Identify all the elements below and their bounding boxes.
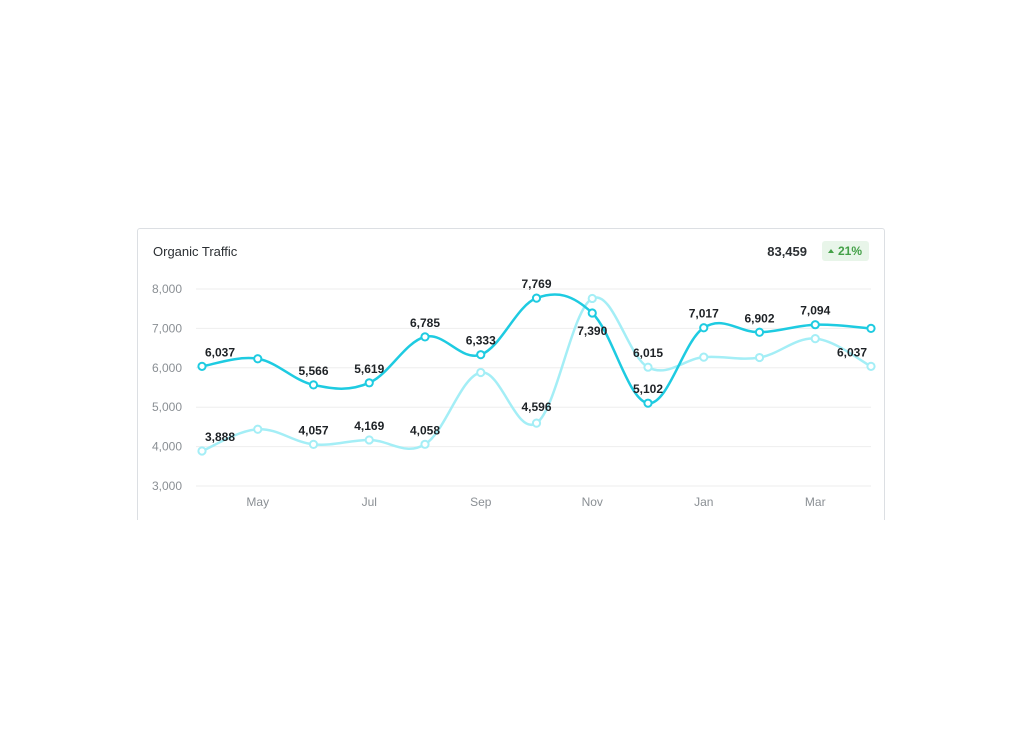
data-label: 7,769 — [521, 277, 551, 291]
y-tick-label: 8,000 — [152, 282, 182, 296]
x-tick-label: Mar — [805, 495, 826, 509]
data-point[interactable] — [364, 378, 374, 388]
card-title: Organic Traffic — [153, 244, 238, 259]
y-tick-label: 6,000 — [152, 361, 182, 375]
data-point[interactable] — [810, 320, 820, 330]
caret-up-icon — [827, 248, 834, 253]
x-axis: May Jul Sep Nov Jan Mar — [246, 495, 825, 509]
data-label: 5,102 — [633, 382, 663, 396]
y-tick-label: 4,000 — [152, 440, 182, 454]
data-label: 5,566 — [298, 364, 328, 378]
traffic-total: 83,459 — [767, 244, 807, 259]
x-tick-label: May — [246, 495, 269, 509]
data-point[interactable] — [531, 293, 542, 303]
data-point[interactable] — [308, 380, 319, 390]
data-label: 7,390 — [577, 324, 607, 338]
data-point[interactable] — [420, 439, 430, 449]
y-tick-label: 3,000 — [152, 479, 182, 493]
data-point[interactable] — [364, 435, 374, 445]
data-point[interactable] — [253, 354, 263, 364]
data-point[interactable] — [643, 362, 653, 372]
data-point[interactable] — [754, 327, 765, 337]
data-label: 6,015 — [633, 346, 663, 360]
data-point[interactable] — [308, 439, 319, 449]
data-point[interactable] — [253, 424, 263, 434]
data-label: 7,017 — [689, 307, 719, 321]
data-label: 6,037 — [837, 345, 867, 359]
line-chart: 8,000 7,000 6,000 5,000 4,000 3,000 May Jul Sep… — [152, 277, 876, 509]
data-label: 6,333 — [466, 334, 496, 348]
data-point[interactable] — [420, 332, 430, 342]
x-tick-label: Jan — [694, 495, 713, 509]
data-point[interactable] — [531, 418, 542, 428]
data-point[interactable] — [699, 323, 709, 333]
data-point[interactable] — [643, 398, 653, 408]
x-tick-label: Nov — [582, 495, 603, 509]
data-point[interactable] — [476, 350, 486, 360]
data-labels: 6,037 5,566 5,619 6,785 6,333 7,769 7,390 5,102… — [205, 277, 867, 444]
y-tick-label: 5,000 — [152, 400, 182, 414]
data-label: 4,169 — [354, 419, 384, 433]
data-label: 5,619 — [354, 362, 384, 376]
change-percent: 21% — [837, 244, 862, 258]
data-point[interactable] — [699, 352, 709, 362]
data-label: 4,596 — [521, 400, 551, 414]
data-point[interactable] — [810, 334, 820, 344]
data-point[interactable] — [866, 323, 876, 334]
change-badge: 21% — [821, 241, 869, 261]
y-tick-label: 7,000 — [152, 321, 182, 335]
data-point[interactable] — [866, 361, 876, 371]
data-label: 6,785 — [410, 316, 440, 330]
series-layer — [197, 293, 876, 456]
data-point[interactable] — [587, 293, 597, 304]
data-label: 4,057 — [298, 423, 328, 437]
data-label: 7,094 — [800, 304, 830, 318]
y-axis: 8,000 7,000 6,000 5,000 4,000 3,000 — [152, 282, 182, 493]
data-label: 6,037 — [205, 345, 235, 359]
data-point[interactable] — [197, 446, 207, 456]
organic-traffic-card: Organic Traffic 83,459 21% 8,000 7,000 6,0… — [137, 228, 885, 520]
x-tick-label: Sep — [470, 495, 492, 509]
data-label: 4,058 — [410, 423, 440, 437]
data-label: 3,888 — [205, 430, 235, 444]
data-point[interactable] — [587, 308, 597, 318]
x-tick-label: Jul — [362, 495, 377, 509]
data-point[interactable] — [476, 367, 486, 378]
data-point[interactable] — [197, 361, 207, 371]
data-label: 6,902 — [744, 311, 774, 325]
data-point[interactable] — [754, 352, 765, 363]
